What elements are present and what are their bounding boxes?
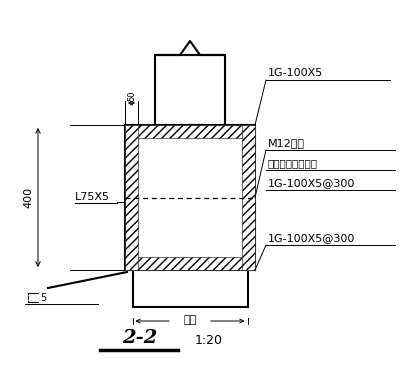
Text: L75X5: L75X5 xyxy=(75,192,110,202)
Text: 2-2: 2-2 xyxy=(122,329,158,347)
Bar xyxy=(132,270,248,307)
Text: 50: 50 xyxy=(127,91,136,101)
Bar xyxy=(125,257,255,270)
Text: 1G-100X5@300: 1G-100X5@300 xyxy=(268,233,355,243)
Text: 1:20: 1:20 xyxy=(195,334,223,347)
Bar xyxy=(125,125,255,138)
Text: 5: 5 xyxy=(40,293,46,303)
Text: 空腹内灌注结构胶: 空腹内灌注结构胶 xyxy=(268,158,318,168)
Text: □: □ xyxy=(25,295,31,301)
Bar xyxy=(125,125,138,270)
Text: 1G-100X5: 1G-100X5 xyxy=(268,68,323,78)
Bar xyxy=(125,125,255,270)
Text: M12通栓: M12通栓 xyxy=(268,138,305,148)
Bar xyxy=(242,125,255,270)
Text: 墙厚: 墙厚 xyxy=(183,315,197,325)
Bar xyxy=(155,55,225,125)
Text: 1G-100X5@300: 1G-100X5@300 xyxy=(268,178,355,188)
Text: 400: 400 xyxy=(23,187,33,208)
